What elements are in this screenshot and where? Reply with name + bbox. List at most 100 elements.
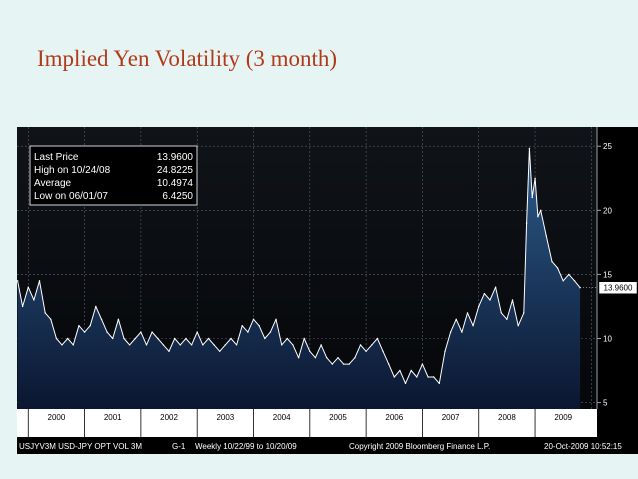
data-point [438, 382, 440, 385]
y-tick-label-5: 5 [603, 399, 608, 408]
data-point [106, 331, 108, 333]
data-point [562, 280, 564, 282]
x-tick-label-2009: 2009 [554, 413, 572, 422]
legend-label-low: Low on 06/01/07 [34, 191, 108, 202]
data-point [393, 376, 395, 378]
footer-copyright: Copyright 2009 Bloomberg Finance L.P. [349, 442, 490, 451]
data-point [27, 286, 29, 288]
data-point [275, 318, 277, 320]
x-axis-layer: 2000 2001 2002 2003 2004 2005 2006 2007 2008 2009 [27, 409, 573, 437]
x-axis-bar [17, 409, 597, 437]
data-point [281, 344, 283, 346]
data-point [517, 325, 519, 327]
x-tick-label-2007: 2007 [442, 413, 460, 422]
legend-value-average: 10.4974 [157, 178, 194, 189]
data-point [157, 337, 159, 340]
data-point [500, 312, 502, 314]
x-tick-label-2003: 2003 [216, 413, 234, 422]
x-tick-label-2004: 2004 [273, 413, 291, 422]
data-point [162, 344, 165, 346]
data-point [421, 363, 424, 365]
data-point [207, 337, 210, 340]
data-point [151, 331, 153, 333]
data-point [483, 292, 486, 295]
x-tick-label-2001: 2001 [104, 413, 122, 422]
series-area [17, 148, 581, 409]
data-point [269, 331, 272, 333]
data-point [478, 305, 480, 308]
data-point [382, 350, 384, 352]
data-point [540, 209, 542, 211]
legend-value-high: 24.8225 [157, 165, 194, 176]
y-axis-layer: 5 10 15 20 25 [597, 142, 612, 408]
data-point [252, 318, 255, 320]
data-point [33, 299, 35, 301]
legend-box: Last Price 13.9600 High on 10/24/08 24.8… [29, 145, 198, 206]
legend-value-last: 13.9600 [157, 152, 194, 163]
data-point [568, 273, 570, 276]
legend-label-high: High on 10/24/08 [34, 165, 111, 176]
data-point [331, 363, 333, 365]
data-point [297, 357, 300, 359]
data-point [219, 350, 221, 352]
data-point [314, 357, 317, 359]
footer-timestamp: 20-Oct-2009 10:52:15 [544, 442, 622, 451]
data-point [202, 344, 204, 346]
data-point [185, 337, 187, 340]
last-price-box [598, 281, 638, 294]
data-point [579, 287, 581, 289]
data-point [140, 331, 142, 333]
data-point [466, 312, 469, 314]
data-point [235, 344, 238, 346]
data-point [573, 280, 576, 282]
data-point [112, 337, 114, 340]
data-point [286, 337, 288, 340]
data-point [472, 325, 474, 327]
data-point [247, 331, 249, 333]
data-point [117, 318, 120, 320]
data-point [174, 337, 176, 340]
x-tick-label-2006: 2006 [385, 413, 403, 422]
data-point [427, 376, 429, 378]
data-point [376, 337, 379, 340]
data-point [371, 344, 373, 346]
data-point [78, 325, 80, 327]
data-point [494, 286, 497, 288]
data-point [337, 357, 339, 359]
legend-label-average: Average [34, 178, 72, 189]
last-price-marker: 13.9600 [580, 281, 638, 294]
data-point [44, 312, 46, 314]
bloomberg-chart: 5 10 15 20 25 2000 2001 2002 2003 2004 2005 2006 20… [17, 127, 638, 454]
data-point [264, 337, 266, 340]
data-point [449, 331, 452, 333]
data-point [556, 267, 559, 269]
data-point [196, 331, 198, 333]
data-point [17, 280, 19, 282]
data-point [410, 369, 412, 372]
data-point [525, 222, 528, 224]
data-point [365, 350, 367, 352]
data-point [537, 216, 539, 218]
area-layer [17, 147, 581, 409]
y-tick-label-25: 25 [603, 142, 612, 151]
data-point [354, 357, 356, 359]
data-point [145, 344, 148, 346]
y-tick-label-20: 20 [603, 206, 612, 215]
data-point [179, 344, 181, 346]
data-point [89, 325, 91, 327]
data-point [545, 235, 547, 237]
data-point [55, 337, 58, 340]
x-axis-corner [597, 409, 638, 437]
data-point [21, 305, 24, 308]
footer-period: Weekly 10/22/99 to 10/20/09 [195, 442, 297, 451]
data-point [461, 331, 463, 333]
y-tick-label-15: 15 [603, 270, 612, 279]
data-point [342, 363, 345, 365]
data-point [528, 147, 531, 150]
data-point [399, 369, 401, 372]
data-point [404, 382, 407, 385]
data-point [309, 350, 311, 352]
x-tick-label-2008: 2008 [498, 413, 516, 422]
data-point [416, 376, 418, 378]
